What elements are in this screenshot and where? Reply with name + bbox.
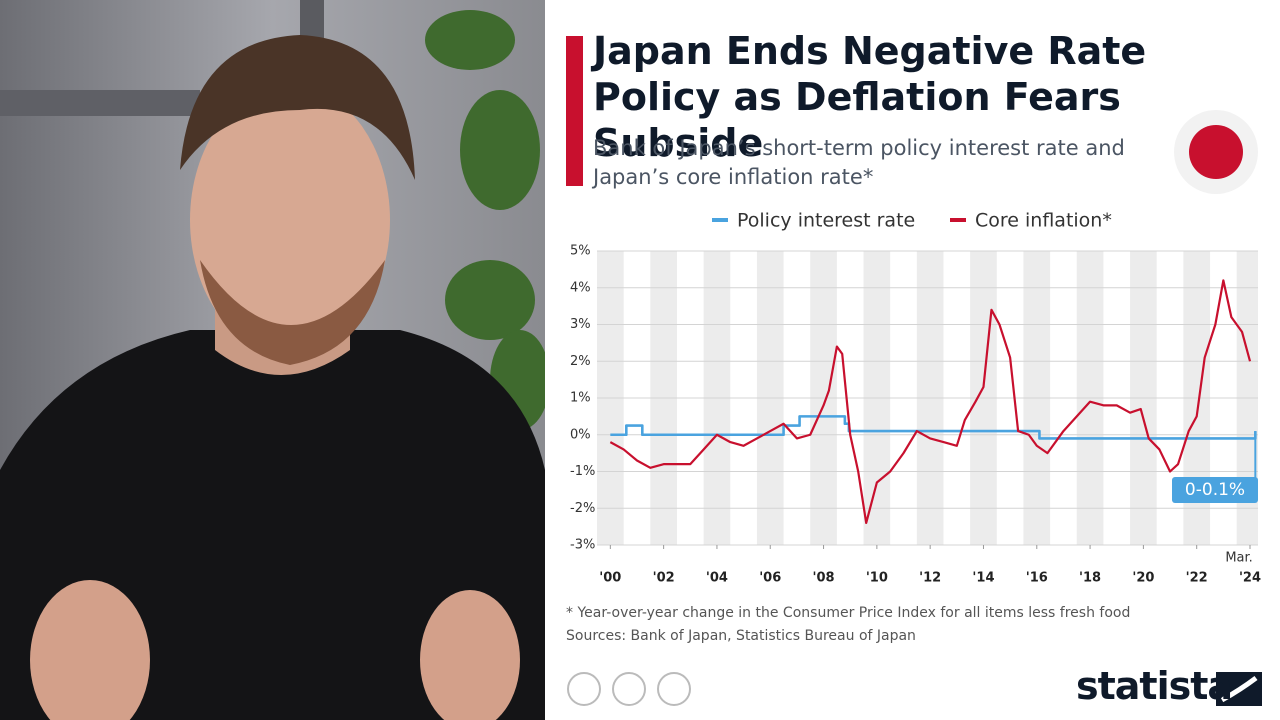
y-tick-label: 5% bbox=[570, 244, 591, 259]
person-beard bbox=[200, 260, 385, 365]
x-tick-label: '22 bbox=[1186, 571, 1208, 586]
x-tick-label: '10 bbox=[866, 571, 888, 586]
y-tick-label: 3% bbox=[570, 317, 591, 332]
y-tick-label: 1% bbox=[570, 391, 591, 406]
x-tick-label: '24 bbox=[1239, 571, 1261, 586]
legend-label: Policy interest rate bbox=[737, 210, 915, 232]
footnote: * Year-over-year change in the Consumer … bbox=[566, 605, 1131, 621]
legend-label: Core inflation* bbox=[975, 210, 1112, 232]
window-frame bbox=[0, 90, 200, 116]
y-tick-label: -3% bbox=[570, 538, 595, 553]
annotation-label: 0-0.1% bbox=[1185, 480, 1245, 500]
y-tick-label: -1% bbox=[570, 464, 595, 479]
series-line bbox=[610, 415, 1257, 440]
y-tick-label: 4% bbox=[570, 280, 591, 295]
brand: statista bbox=[1076, 664, 1233, 708]
x-tick-label: '20 bbox=[1132, 571, 1154, 586]
chart-subtitle: Bank of Japan’s short-term policy intere… bbox=[593, 136, 1125, 189]
x-tick-label: '00 bbox=[599, 571, 621, 586]
x-tick-label: '06 bbox=[759, 571, 781, 586]
x-tick-label: '18 bbox=[1079, 571, 1101, 586]
title-accent bbox=[566, 36, 583, 186]
x-tick-label: '08 bbox=[813, 571, 835, 586]
x-tick-label: '14 bbox=[972, 571, 994, 586]
series-line bbox=[609, 279, 1252, 525]
person-hair bbox=[180, 35, 415, 180]
person-face bbox=[190, 85, 390, 355]
chart-title: Japan Ends Negative Rate Policy as Defla… bbox=[593, 29, 1147, 165]
annotation-box bbox=[1172, 477, 1258, 503]
x-tick-label: '02 bbox=[653, 571, 675, 586]
person-hand bbox=[30, 580, 150, 720]
plant bbox=[425, 10, 550, 430]
flag-disc bbox=[1189, 125, 1243, 179]
x-tick-label: '04 bbox=[706, 571, 728, 586]
annotation-month: Mar. bbox=[1225, 551, 1252, 566]
x-tick-label: '12 bbox=[919, 571, 941, 586]
x-tick-label: '16 bbox=[1026, 571, 1048, 586]
y-tick-label: -2% bbox=[570, 501, 595, 516]
source: Sources: Bank of Japan, Statistics Burea… bbox=[566, 628, 916, 644]
y-tick-label: 2% bbox=[570, 354, 591, 369]
person-hand bbox=[420, 590, 520, 720]
license-icons bbox=[567, 672, 691, 706]
brand-mark-wave bbox=[1220, 675, 1258, 703]
y-tick-label: 0% bbox=[570, 427, 591, 442]
